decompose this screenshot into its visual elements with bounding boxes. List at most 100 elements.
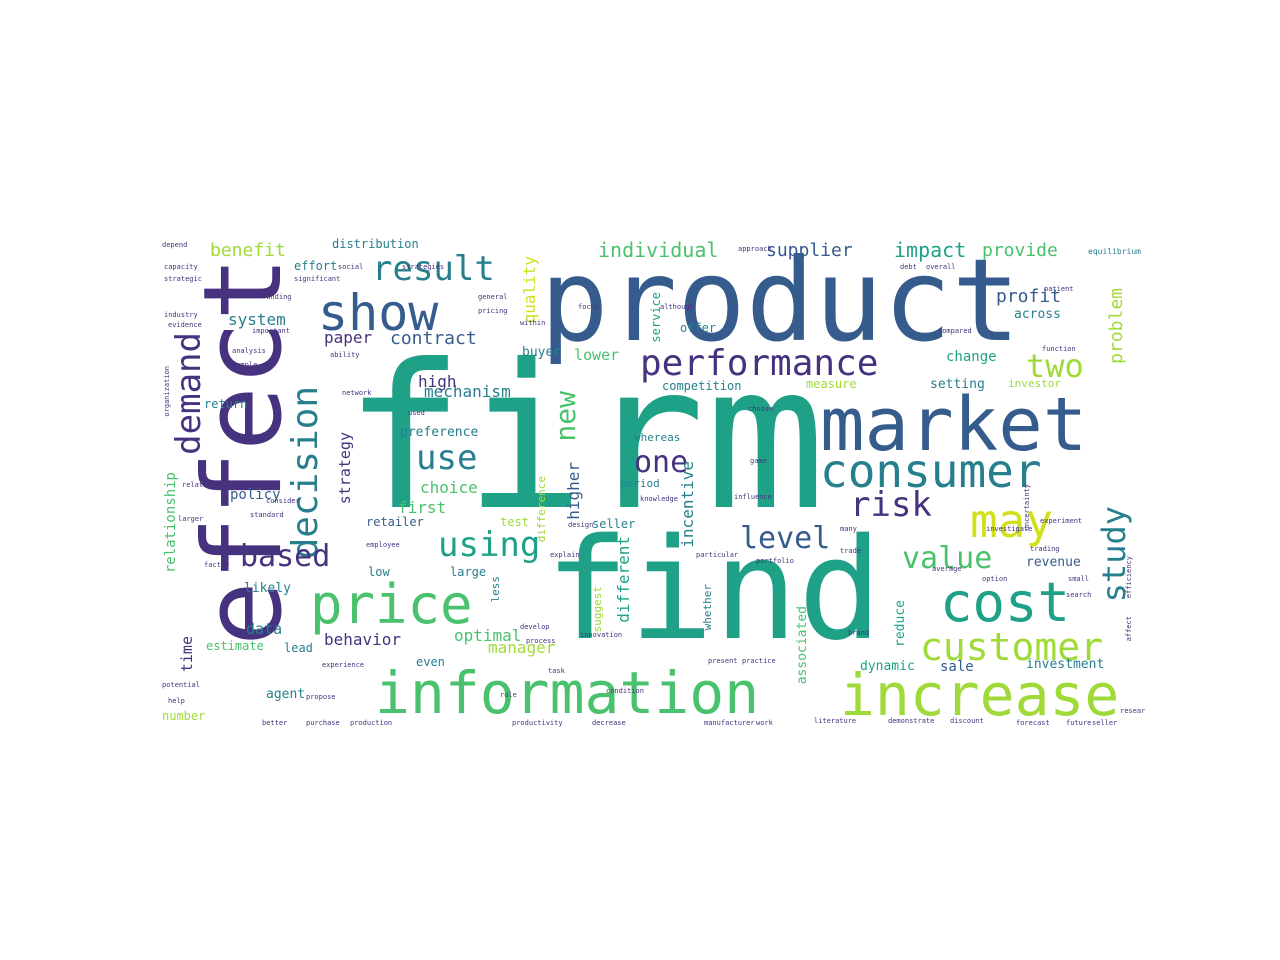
word-knowledge: knowledge — [640, 495, 678, 503]
word-different: different — [614, 536, 633, 623]
word-better: better — [262, 719, 288, 727]
word-policy: policy — [230, 487, 281, 503]
word-product: product — [540, 236, 1021, 367]
word-process: process — [526, 637, 556, 645]
word-agent: agent — [266, 687, 306, 702]
word-associated: associated — [795, 606, 810, 685]
word-uncertainty: uncertainty — [1023, 484, 1031, 531]
word-sale: sale — [940, 659, 974, 675]
word-lead: lead — [284, 641, 313, 655]
word-larger: larger — [178, 515, 204, 523]
word-whether: whether — [701, 584, 714, 631]
word-trading: trading — [1030, 545, 1060, 553]
word-reduce: reduce — [893, 600, 908, 647]
word-equilibrium: equilibrium — [1088, 247, 1141, 256]
word-firm: firm — [344, 322, 826, 555]
word-decrease: decrease — [592, 719, 626, 727]
word-many: many — [840, 525, 857, 533]
word-decision: decision — [285, 386, 326, 560]
word-two: two — [1026, 347, 1084, 385]
word-paper: paper — [324, 328, 373, 347]
word-use: use — [416, 438, 478, 478]
word-seller: seller — [592, 517, 636, 531]
word-experience: experience — [322, 661, 365, 669]
word-game: game — [750, 457, 767, 465]
word-manager: manager — [488, 638, 556, 657]
word-relationship: relationship — [163, 472, 179, 574]
word-debt: debt — [900, 263, 917, 271]
word-explain: explain — [550, 551, 580, 559]
word-efficiency: efficiency — [1125, 556, 1133, 599]
word-patient: patient — [1044, 285, 1074, 293]
word-trade: trade — [840, 547, 862, 555]
word-competition: competition — [662, 379, 742, 393]
word-result: result — [372, 249, 495, 289]
word-employee: employee — [366, 541, 400, 549]
word-whereas: whereas — [634, 431, 681, 444]
word-difference: difference — [535, 476, 548, 543]
word-portfolio: portfolio — [756, 557, 794, 565]
word-social: social — [338, 263, 364, 271]
word-information: information — [375, 659, 760, 727]
word-estimate: estimate — [206, 639, 264, 653]
word-number: number — [162, 709, 206, 723]
word-industry: industry — [164, 311, 198, 319]
word-likely: likely — [244, 581, 291, 596]
word-pricing: pricing — [478, 307, 508, 315]
word-consumer: consumer — [820, 444, 1042, 498]
word-setting: setting — [930, 377, 985, 392]
word-brand: brand — [848, 629, 870, 637]
word-buyer: buyer — [522, 345, 562, 360]
word-behavior: behavior — [324, 630, 402, 649]
word-contract: contract — [390, 328, 477, 349]
word-manufacturer: manufacturer — [704, 719, 755, 727]
word-approach: approach — [738, 245, 772, 253]
word-general: general — [478, 293, 508, 301]
word-significant: significant — [294, 275, 341, 283]
word-within: within — [520, 319, 546, 327]
word-quality: quality — [520, 256, 539, 324]
word-affect: affect — [1125, 616, 1133, 642]
word-offer: offer — [680, 321, 717, 335]
word-period: period — [620, 477, 660, 490]
word-may: may — [970, 494, 1054, 548]
word-compared: compared — [938, 327, 972, 335]
word-change: change — [946, 349, 997, 365]
word-market: market — [820, 382, 1088, 468]
word-strategic: strategic — [164, 275, 202, 283]
word-mechanism: mechanism — [424, 382, 511, 401]
word-dynamic: dynamic — [860, 659, 915, 674]
word-increase: increase — [840, 661, 1120, 728]
word-innovation: innovation — [580, 631, 623, 639]
word-return: return — [204, 397, 248, 411]
word-role: role — [500, 691, 517, 699]
word-value: value — [902, 541, 993, 576]
word-risk: risk — [850, 485, 932, 525]
word-factor: factor — [204, 561, 230, 569]
word-capacity: capacity — [164, 263, 198, 271]
word-discount: discount — [950, 717, 984, 725]
word-practice: practice — [742, 657, 776, 665]
word-related: related — [182, 481, 212, 489]
word-focus: focus — [578, 303, 600, 311]
word-future: future — [1066, 719, 1092, 727]
word-show: show — [318, 284, 439, 342]
word-investment: investment — [1026, 657, 1105, 672]
word-impact: impact — [894, 238, 967, 262]
word-one: one — [634, 445, 689, 480]
word-large: large — [450, 565, 487, 579]
word-choose: choose — [748, 405, 774, 413]
word-purchase: purchase — [306, 719, 340, 727]
word-depend: depend — [162, 241, 188, 249]
word-strategy: strategy — [336, 432, 354, 505]
word-funding: funding — [262, 293, 292, 301]
word-small: small — [1068, 575, 1090, 583]
word-test: test — [500, 515, 529, 529]
word-incentive: incentive — [678, 461, 697, 548]
word-potential: potential — [162, 681, 200, 689]
word-new: new — [549, 391, 582, 442]
word-retailer: retailer — [366, 515, 424, 529]
word-task: task — [548, 667, 565, 675]
word-using: using — [438, 525, 541, 565]
word-propose: propose — [306, 693, 336, 701]
